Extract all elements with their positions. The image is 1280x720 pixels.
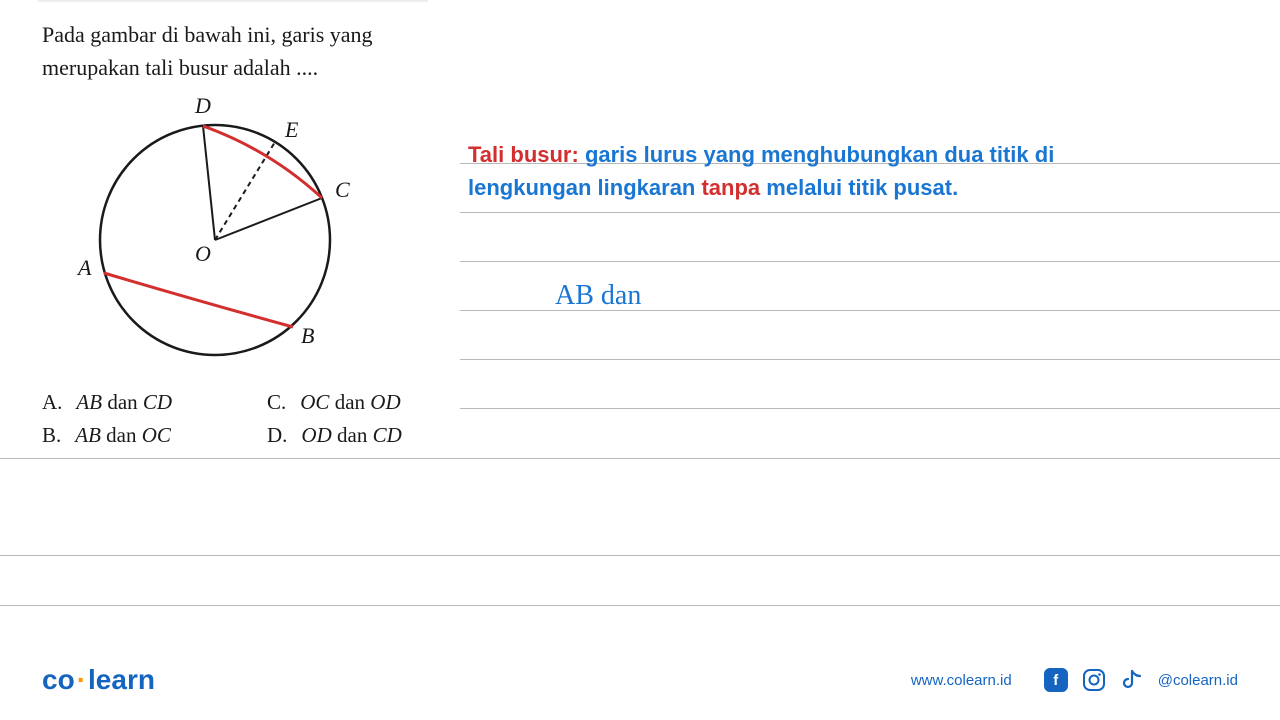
logo: co·learn (42, 664, 155, 696)
definition-part3: melalui titik pusat. (760, 175, 958, 200)
option-D: D. OD dan CD (267, 423, 402, 448)
logo-learn: learn (88, 664, 155, 695)
circle-diagram: D E C O A B (75, 95, 355, 375)
label-B: B (301, 323, 314, 349)
line-OD (203, 126, 215, 240)
option-row-2: B. AB dan OC D. OD dan CD (42, 423, 402, 448)
option-A-letter: A. (42, 390, 62, 415)
label-A: A (78, 255, 91, 281)
option-B-text: AB dan OC (75, 423, 171, 448)
definition-part2: lengkungan lingkaran (468, 175, 701, 200)
option-C-letter: C. (267, 390, 286, 415)
tiktok-icon (1120, 668, 1144, 692)
definition-term: Tali busur: (468, 142, 579, 167)
website-url: www.colearn.id (911, 672, 1012, 689)
top-shadow (38, 0, 428, 3)
definition-text: Tali busur: garis lurus yang menghubungk… (468, 138, 1054, 204)
line-OC (215, 198, 322, 240)
ruled-line (460, 261, 1280, 262)
definition-line2: lengkungan lingkaran tanpa melalui titik… (468, 171, 1054, 204)
option-row-1: A. AB dan CD C. OC dan OD (42, 390, 402, 415)
option-B-letter: B. (42, 423, 61, 448)
option-D-letter: D. (267, 423, 287, 448)
ruled-line (460, 212, 1280, 213)
definition-part1: garis lurus yang menghubungkan dua titik… (579, 142, 1055, 167)
social-handle: @colearn.id (1158, 672, 1238, 689)
option-D-text: OD dan CD (301, 423, 401, 448)
ruled-line (0, 458, 1280, 459)
option-C: C. OC dan OD (267, 390, 401, 415)
footer-right: www.colearn.id f @colearn.id (911, 668, 1238, 692)
ruled-line (460, 359, 1280, 360)
option-A-text: AB dan CD (76, 390, 172, 415)
definition-line1: Tali busur: garis lurus yang menghubungk… (468, 138, 1054, 171)
logo-dot: · (77, 664, 86, 695)
ruled-line (0, 605, 1280, 606)
label-D: D (195, 93, 211, 119)
logo-co: co (42, 664, 75, 695)
definition-emphasis: tanpa (701, 175, 760, 200)
ruled-line (460, 408, 1280, 409)
options-container: A. AB dan CD C. OC dan OD B. AB dan OC D… (42, 390, 402, 456)
question-text: Pada gambar di bawah ini, garis yang mer… (42, 18, 373, 84)
facebook-icon: f (1044, 668, 1068, 692)
option-B: B. AB dan OC (42, 423, 267, 448)
label-O: O (195, 241, 211, 267)
label-E: E (285, 117, 298, 143)
label-C: C (335, 177, 350, 203)
option-C-text: OC dan OD (300, 390, 400, 415)
handwritten-answer: AB dan (555, 280, 641, 312)
question-line2: merupakan tali busur adalah .... (42, 51, 373, 84)
ruled-line (0, 555, 1280, 556)
instagram-icon (1082, 668, 1106, 692)
question-line1: Pada gambar di bawah ini, garis yang (42, 18, 373, 51)
option-A: A. AB dan CD (42, 390, 267, 415)
